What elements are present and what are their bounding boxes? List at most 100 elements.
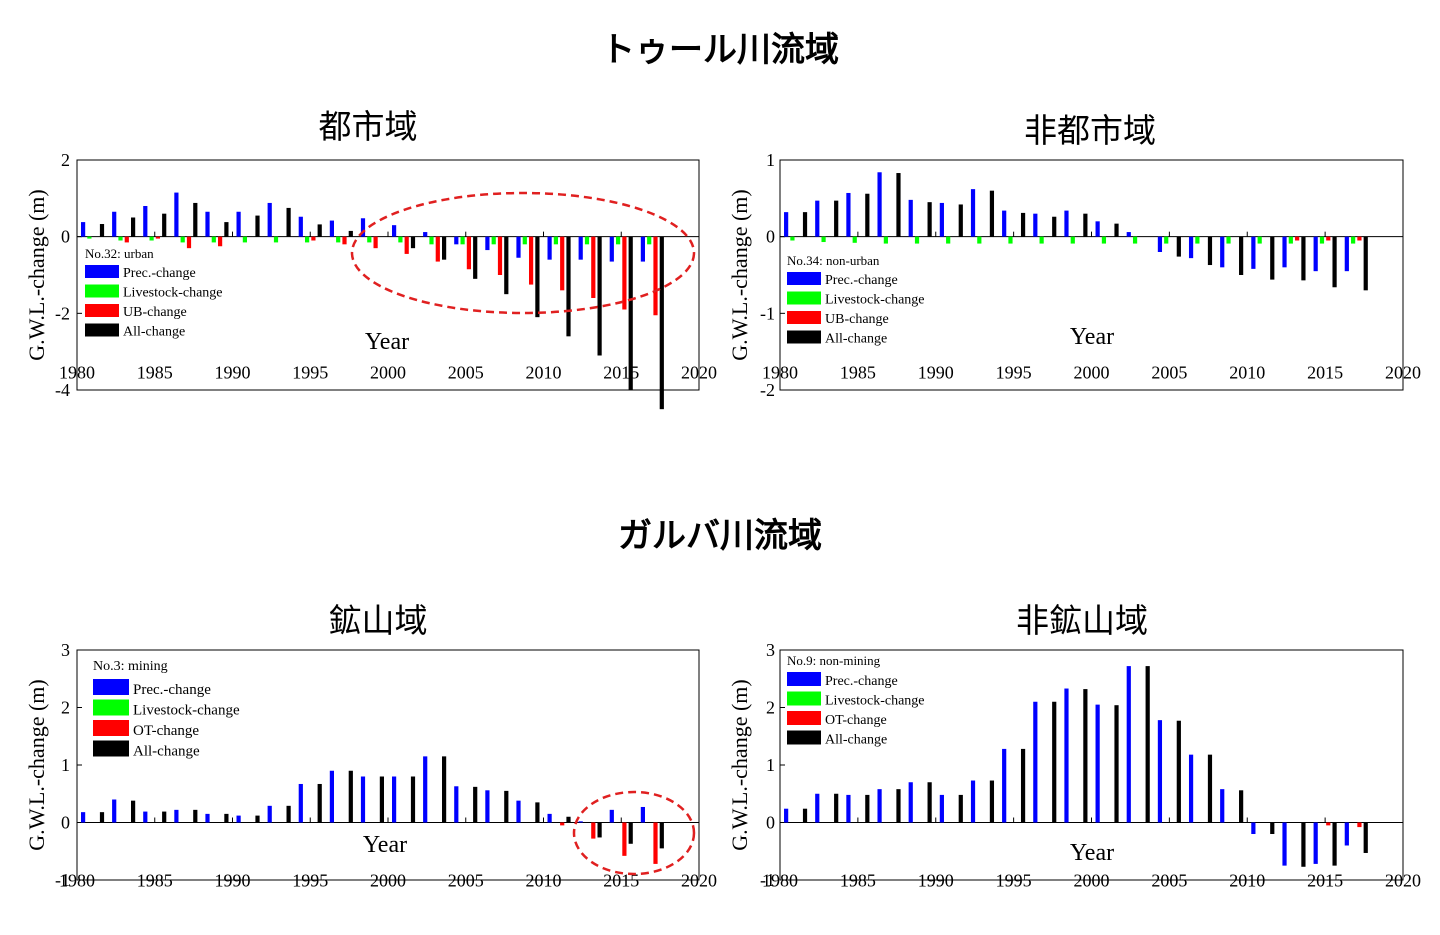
x-tick-label: 1990	[918, 363, 954, 383]
bar	[584, 236, 590, 245]
x-tick-label: 2015	[603, 363, 639, 383]
bar	[342, 236, 347, 245]
bar	[99, 224, 105, 237]
bar	[131, 800, 136, 823]
bar	[977, 236, 982, 244]
bar	[1164, 236, 1169, 244]
bar	[547, 813, 552, 823]
x-tick-label: 2020	[681, 871, 717, 891]
bar	[877, 172, 882, 237]
bar	[1207, 236, 1213, 266]
bar	[647, 236, 652, 245]
bar	[1270, 236, 1275, 280]
bar	[653, 236, 658, 316]
bar	[473, 786, 478, 823]
y-tick-label: 0	[61, 227, 70, 247]
bar	[81, 812, 86, 823]
bar	[1344, 236, 1349, 272]
bar	[597, 822, 602, 838]
bar	[392, 225, 397, 237]
bar	[336, 236, 341, 243]
bar	[193, 202, 198, 237]
bar	[236, 211, 241, 237]
bar	[846, 192, 851, 237]
legend-swatch	[85, 265, 119, 278]
x-tick-label: 2010	[1229, 363, 1265, 383]
bar	[1064, 210, 1069, 237]
bar	[616, 236, 621, 245]
y-axis-label: G.W.L.-change (m)	[727, 679, 752, 850]
x-tick-label: 2000	[1074, 363, 1110, 383]
bar	[1251, 236, 1256, 269]
bar	[224, 222, 229, 237]
bar	[205, 813, 210, 823]
bar	[958, 204, 963, 237]
bar	[255, 815, 260, 823]
bar	[491, 236, 496, 245]
legend-label: All-change	[123, 325, 185, 340]
bar	[877, 789, 882, 823]
bar	[1288, 236, 1293, 244]
bar	[286, 207, 291, 237]
bar	[1257, 236, 1262, 244]
x-tick-label: 1985	[840, 363, 876, 383]
bar	[1132, 236, 1138, 244]
bar	[1064, 688, 1069, 823]
x-axis-label: Year	[365, 329, 409, 355]
bar	[423, 756, 428, 823]
bar	[236, 815, 241, 823]
legend-label: Prec.-change	[825, 273, 898, 288]
bar	[883, 236, 888, 244]
bar	[802, 808, 808, 823]
bar	[1251, 822, 1256, 834]
bar	[1176, 236, 1181, 257]
bar	[317, 783, 322, 823]
bar	[1220, 789, 1225, 823]
y-axis-label: G.W.L.-change (m)	[24, 189, 49, 360]
bar	[896, 789, 901, 823]
bar	[1319, 236, 1325, 244]
legend-swatch	[787, 291, 821, 305]
bar	[329, 770, 334, 823]
bar	[454, 786, 459, 823]
plot-frame	[76, 159, 700, 391]
x-tick-label: 1995	[292, 363, 328, 383]
bar	[914, 236, 920, 244]
bar	[1363, 236, 1368, 291]
y-tick-label: 1	[61, 755, 70, 775]
bar	[367, 236, 372, 243]
bar	[1357, 236, 1362, 241]
legend-label: OT-change	[825, 713, 887, 728]
bar	[174, 192, 179, 237]
bar	[784, 808, 789, 823]
y-tick-label: -1	[760, 303, 775, 323]
bar	[398, 236, 403, 243]
y-axis-label: G.W.L.-change (m)	[24, 679, 49, 850]
bar	[485, 790, 490, 823]
bar	[1126, 666, 1131, 823]
y-tick-label: -2	[55, 303, 70, 323]
bar	[784, 212, 789, 237]
bar	[224, 813, 229, 823]
x-tick-label: 1995	[292, 871, 328, 891]
bar	[989, 190, 995, 237]
bar	[1145, 666, 1150, 823]
bar	[1095, 704, 1100, 823]
bar	[429, 236, 434, 245]
bar	[273, 236, 279, 243]
x-tick-label: 2020	[681, 363, 717, 383]
bar	[566, 236, 571, 337]
x-tick-label: 1995	[996, 871, 1032, 891]
bar	[908, 782, 913, 823]
y-tick-label: 2	[61, 150, 70, 170]
bar	[162, 213, 167, 237]
bar	[609, 809, 614, 823]
bar	[423, 232, 428, 237]
legend-label: Prec.-change	[133, 682, 211, 698]
legend-swatch	[787, 311, 821, 324]
bar	[659, 236, 664, 410]
bar	[640, 806, 645, 823]
bar	[373, 236, 378, 249]
legend-label: All-change	[825, 733, 887, 748]
bar	[591, 822, 596, 839]
